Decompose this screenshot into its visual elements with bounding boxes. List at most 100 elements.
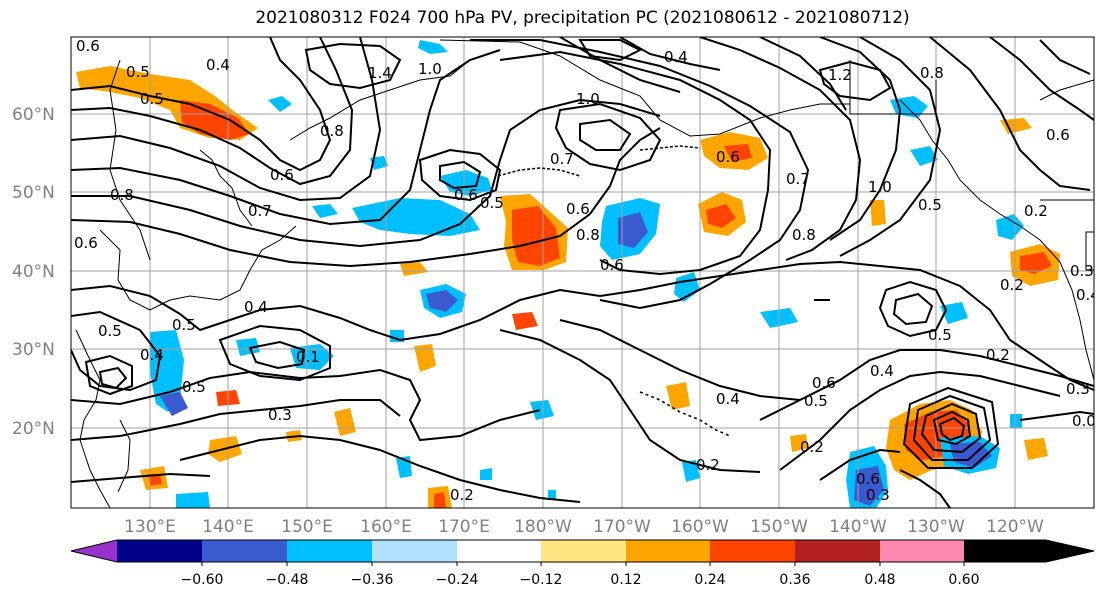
colorbar-tick-label: 0.48 — [864, 572, 895, 588]
contour-label: 0.8 — [110, 186, 134, 204]
contour-label: 0.3 — [866, 486, 890, 504]
colorbar-extend-max — [964, 540, 1094, 562]
contour-label: 0.6 — [74, 234, 98, 252]
contour-label: 0.4 — [716, 390, 740, 408]
lon-label: 160°W — [671, 517, 729, 537]
colorbar-tick-label: −0.48 — [266, 572, 309, 588]
contour-label: 0.6 — [812, 374, 836, 392]
colorbar-tick-label: 0.60 — [948, 572, 979, 588]
longitude-labels: 130°E 140°E 150°E 160°E 170°E 180°W 170°… — [124, 517, 1044, 537]
lon-label: 150°E — [281, 517, 333, 537]
colorbar-tick-label: 0.12 — [610, 572, 641, 588]
colorbar-swatch — [795, 540, 880, 562]
contour-label: 0.7 — [248, 202, 272, 220]
colorbar-extend-min — [71, 540, 117, 562]
contour-label: 0.4 — [1076, 286, 1100, 304]
aleutian-islands — [497, 145, 701, 177]
contour-label: 0.7 — [786, 170, 810, 188]
contour-label: 0.5 — [98, 322, 122, 340]
contour-label: 0.2 — [696, 456, 720, 474]
contour-label: 0.1 — [296, 348, 320, 366]
colorbar-swatch — [457, 540, 541, 562]
colorbar-tick-label: 0.24 — [694, 572, 725, 588]
contour-label: 1.0 — [576, 90, 600, 108]
lon-label: 130°W — [907, 517, 965, 537]
lon-label: 150°W — [750, 517, 808, 537]
contour-label: 0.5 — [480, 194, 504, 212]
contour-label: 0.8 — [320, 122, 344, 140]
contour-label: 0.5 — [140, 90, 164, 108]
contour-label: 0.6 — [1046, 126, 1070, 144]
contour-label: 1.0 — [418, 60, 442, 78]
lat-label: 20°N — [12, 419, 55, 439]
colorbar-swatch — [117, 540, 202, 562]
contour-label: 0.6 — [600, 256, 624, 274]
lon-label: 130°E — [124, 517, 176, 537]
contour-label: 0.2 — [986, 346, 1010, 364]
contour-label: 0.4 — [870, 362, 894, 380]
lat-label: 30°N — [12, 340, 55, 360]
contour-label: 0.5 — [182, 378, 206, 396]
contour-label: 0.5 — [804, 392, 828, 410]
colorbar-tick-label: −0.12 — [520, 572, 563, 588]
contour-label: 0.5 — [928, 326, 952, 344]
lon-label: 140°E — [202, 517, 254, 537]
colorbar-swatch — [710, 540, 795, 562]
hawaiian-islands — [639, 391, 731, 437]
colorbar-tick-label: −0.24 — [436, 572, 479, 588]
precipitation-shading — [76, 40, 1060, 508]
contour-label: 0.8 — [920, 64, 944, 82]
lat-label: 40°N — [12, 262, 55, 282]
contour-label: 0.6 — [454, 186, 478, 204]
contour-label: 1.2 — [828, 66, 852, 84]
contour-label: 0.2 — [1024, 202, 1048, 220]
colorbar-tick-label: −0.60 — [181, 572, 224, 588]
contour-label: 0.3 — [1070, 262, 1094, 280]
contour-label: 0.4 — [140, 346, 164, 364]
contour-label: 0.6 — [270, 166, 294, 184]
contour-label: 0.7 — [550, 150, 574, 168]
lat-label: 50°N — [12, 183, 55, 203]
colorbar-swatch — [541, 540, 626, 562]
lon-label: 170°E — [438, 517, 490, 537]
colorbar-swatch — [626, 540, 710, 562]
contour-label: 0.6 — [856, 470, 880, 488]
contour-label: 0.2 — [800, 438, 824, 456]
contour-label: 0.4 — [206, 56, 230, 74]
colorbar-swatch — [202, 540, 287, 562]
map-frame — [70, 36, 1095, 509]
contour-label: 0.0 — [1072, 412, 1096, 430]
lon-label: 160°E — [360, 517, 412, 537]
colorbar-tick-label: 0.36 — [779, 572, 810, 588]
colorbar-swatch — [287, 540, 372, 562]
contour-label: 0.6 — [716, 148, 740, 166]
contour-label: 0.8 — [576, 226, 600, 244]
latitude-labels: 60°N 50°N 40°N 30°N 20°N — [12, 105, 55, 439]
colorbar-swatch — [372, 540, 457, 562]
contour-label: 0.3 — [268, 406, 292, 424]
contour-label: 0.6 — [566, 200, 590, 218]
contour-labels: 0.6 0.5 0.4 1.4 1.0 0.4 1.2 0.5 0.8 0.6 … — [74, 37, 1100, 504]
contour-label: 0.5 — [918, 196, 942, 214]
lon-label: 170°W — [593, 517, 651, 537]
contour-label: 0.4 — [664, 48, 688, 66]
contour-label: 0.5 — [172, 316, 196, 334]
contour-label: 0.6 — [76, 37, 100, 55]
colorbar-tick-label: −0.36 — [351, 572, 394, 588]
contour-label: 1.0 — [868, 178, 892, 196]
lon-label: 120°W — [986, 517, 1044, 537]
contour-label: 0.3 — [1066, 380, 1090, 398]
colorbar: −0.60 −0.48 −0.36 −0.24 −0.12 0.12 0.24 … — [70, 539, 1095, 588]
contour-label: 0.2 — [450, 486, 474, 504]
lon-label: 180°W — [514, 517, 572, 537]
lon-label: 140°W — [829, 517, 887, 537]
contour-label: 0.8 — [792, 226, 816, 244]
contour-label: 0.4 — [244, 298, 268, 316]
contour-label: 0.2 — [1000, 276, 1024, 294]
chart-title: 2021080312 F024 700 hPa PV, precipitatio… — [255, 8, 910, 28]
contour-label: 1.4 — [368, 64, 392, 82]
contour-label: 0.5 — [126, 63, 150, 81]
lat-label: 60°N — [12, 105, 55, 125]
colorbar-swatch — [880, 540, 964, 562]
